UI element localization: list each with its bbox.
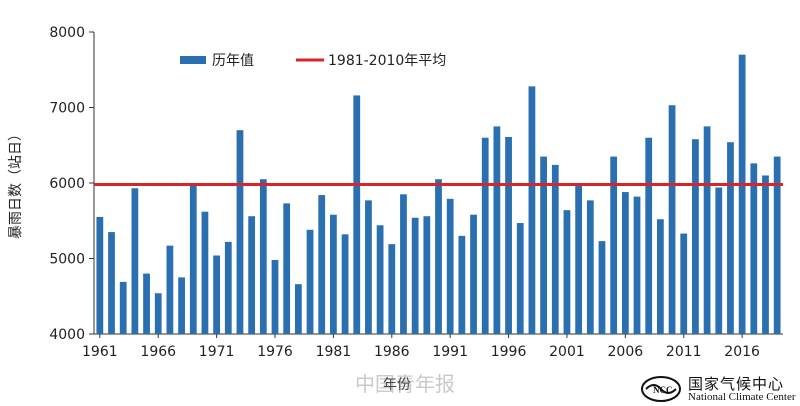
legend-label-bars: 历年值 [212,53,254,69]
bar-1967 [166,245,174,334]
bar-1999 [540,156,547,334]
legend: 历年值 1981-2010年平均 [180,53,446,69]
bar-2010 [668,105,676,335]
x-axis: 1961 1966 1971 1976 1981 1986 1991 1996 2001 2006… [82,333,783,360]
logo-name-cn: 国家气候中心 [688,375,785,393]
bar-1972 [224,241,232,334]
bar-2007 [633,196,641,334]
bar-2011 [680,233,688,334]
y-axis-title: 暴雨日数（站日） [8,127,24,239]
legend-swatch-bars [180,56,206,64]
bar-1976 [271,260,279,334]
bar-1969 [189,184,197,334]
bar-1989 [423,216,431,334]
bar-1997 [516,223,524,334]
bar-2018 [762,175,769,334]
bar-1978 [294,284,302,334]
bar-1996 [505,136,512,334]
bar-1995 [493,126,501,335]
bar-2013 [703,126,711,335]
bar-1998 [528,86,536,334]
y-tick-label: 5000 [49,252,85,268]
ncc-logo: NCC 国家气候中心 National Climate Center [640,373,800,406]
y-tick-label: 4000 [49,327,85,343]
bar-1974 [248,216,256,334]
bar-1973 [236,130,244,334]
bar-2015 [727,142,734,334]
y-tick-label: 6000 [49,176,85,192]
bar-2002 [575,186,583,334]
y-tick-label: 7000 [49,101,85,117]
bar-1961 [96,216,104,334]
bar-series [96,54,781,335]
bar-2004 [598,241,606,334]
bar-1988 [411,217,419,334]
bar-2006 [621,192,629,334]
x-tick-label: 1971 [199,344,235,360]
bar-1984 [365,200,372,334]
bar-1986 [388,244,396,334]
bar-2014 [715,187,723,334]
bar-2009 [656,219,664,334]
bar-2017 [750,163,758,334]
x-tick-label: 1961 [82,344,118,360]
bar-1981 [330,214,337,334]
y-axis: 4000 5000 6000 7000 8000 [49,25,95,343]
bar-1977 [283,203,291,334]
bar-2003 [586,200,594,334]
bar-2019 [773,156,781,334]
bar-2016 [738,54,746,335]
logo-name-en: National Climate Center [688,391,796,403]
bar-1970 [201,211,209,334]
bar-1979 [306,229,314,334]
svg-text:NCC: NCC [653,385,673,395]
x-tick-label: 2006 [608,344,644,360]
x-tick-label: 2011 [666,344,702,360]
x-tick-label: 2001 [549,344,585,360]
y-tick-label: 8000 [49,25,85,41]
bar-1994 [481,137,489,334]
x-tick-label: 1966 [140,344,176,360]
bar-2012 [692,139,699,334]
bar-1991 [446,198,454,334]
bar-1993 [470,214,477,334]
bar-1985 [376,225,384,334]
bar-1983 [353,95,361,334]
x-axis-title: 年份 [383,377,411,393]
bar-2008 [645,137,653,334]
x-tick-label: 1986 [374,344,410,360]
legend-label-reference-line: 1981-2010年平均 [328,53,446,69]
bar-1965 [143,273,150,334]
bar-1980 [318,195,326,334]
x-tick-label: 2016 [724,344,760,360]
bar-1966 [154,293,162,334]
bar-1968 [178,277,185,335]
bar-2005 [610,156,618,334]
x-tick-label: 1996 [491,344,527,360]
x-tick-label: 1991 [432,344,468,360]
bar-1987 [400,194,407,334]
bar-1990 [435,179,442,334]
bar-1962 [108,232,115,334]
bar-1992 [458,235,466,334]
bar-1971 [213,255,220,334]
bar-1964 [131,188,139,334]
watermark-text: 中国青年报 [355,372,455,396]
bar-1963 [119,281,127,334]
bar-1975 [259,179,267,334]
bar-2000 [551,164,559,334]
bar-1982 [341,234,349,334]
bar-2001 [563,210,571,334]
ncc-emblem-icon: NCC [641,376,681,402]
x-tick-label: 1976 [257,344,293,360]
x-tick-label: 1981 [316,344,352,360]
